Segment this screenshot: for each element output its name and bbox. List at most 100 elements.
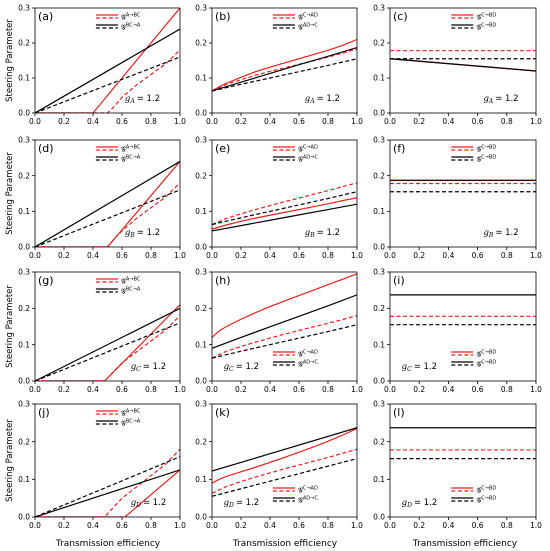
x-tick-label: 0.6: [472, 117, 484, 126]
x-tick-label: 0.2: [235, 251, 247, 260]
series-line-red-solid: [35, 8, 180, 113]
y-tick-label: 0.3: [373, 136, 385, 145]
x-tick-label: 0.0: [206, 251, 218, 260]
x-tick-label: 0.2: [58, 385, 70, 394]
panel-l: 0.0 0.2 0.4 0.6 0.8 1.0 0.0 0.1 0.2 0.3 (l) 𝒢C→BD𝒢C…: [373, 400, 542, 530]
series-line-red-solid: [35, 304, 180, 381]
x-tick-label: 0.6: [293, 385, 305, 394]
parameter-annotation: gB = 1.2: [125, 228, 160, 239]
y-tick-label: 0.3: [373, 268, 385, 277]
x-axis-label-col3: Transmission efficiency: [412, 539, 518, 549]
y-tick-label: 0.3: [195, 400, 207, 409]
y-tick-label: 0.3: [373, 400, 385, 409]
x-tick-label: 0.6: [116, 521, 128, 530]
x-tick-label: 0.4: [442, 251, 454, 260]
x-tick-label: 0.8: [322, 521, 334, 530]
x-tick-label: 0.6: [472, 385, 484, 394]
y-tick-label: 0.1: [373, 475, 385, 484]
y-tick-label: 0.2: [373, 437, 385, 446]
y-tick-label: 0.1: [373, 207, 385, 216]
series-line-red-dashed: [212, 182, 357, 226]
plot-frame: [34, 403, 181, 518]
panel-label: (h): [215, 274, 231, 287]
legend-label: 𝒢BC→A: [121, 287, 141, 296]
panel-label: (j): [38, 406, 50, 419]
x-tick-label: 0.4: [264, 251, 276, 260]
x-tick-label: 0.4: [87, 385, 99, 394]
legend-label: 𝒢A→BC: [121, 409, 141, 418]
y-tick-label: 0.2: [373, 39, 385, 48]
plot-frame: [389, 403, 537, 518]
plot-frame: [211, 7, 358, 114]
series-line-black-solid: [35, 469, 180, 517]
x-tick-label: 0.2: [58, 251, 70, 260]
y-tick-label: 0.3: [18, 136, 30, 145]
x-tick-label: 0.2: [235, 521, 247, 530]
x-tick-label: 0.6: [116, 117, 128, 126]
x-tick-label: 0.6: [293, 521, 305, 530]
series-line-black-solid: [35, 160, 180, 247]
y-tick-label: 0.1: [18, 207, 30, 216]
y-tick-label: 0.0: [18, 377, 30, 386]
panel-label: (c): [393, 10, 408, 23]
panel-g: 0.0 0.2 0.4 0.6 0.8 1.0 0.0 0.1 0.2 0.3 (g) 𝒢A→BC𝒢B…: [5, 268, 186, 394]
panel-c: 0.0 0.2 0.4 0.6 0.8 1.0 0.0 0.1 0.2 0.3 (c) 𝒢C→BD𝒢C…: [373, 4, 542, 126]
panel-a: 0.0 0.2 0.4 0.6 0.8 1.0 0.0 0.1 0.2 0.3 (a) 𝒢A→BC𝒢B…: [5, 4, 186, 126]
x-tick-label: 0.6: [472, 251, 484, 260]
x-tick-label: 0.0: [384, 251, 396, 260]
legend-label: 𝒢BC→A: [121, 419, 141, 428]
panel-e: 0.0 0.2 0.4 0.6 0.8 1.0 0.0 0.1 0.2 0.3 (e) 𝒢C→AD𝒢A…: [195, 136, 363, 260]
series-line-red-solid: [212, 427, 357, 484]
legend-label: 𝒢C→BD: [476, 155, 496, 164]
legend-label: 𝒢BC→A: [121, 23, 141, 32]
y-tick-label: 0.1: [18, 74, 30, 83]
panel-label: (i): [393, 274, 405, 287]
y-tick-label: 0.2: [18, 171, 30, 180]
parameter-annotation: gC = 1.2: [224, 362, 259, 373]
x-tick-label: 1.0: [174, 251, 186, 260]
parameter-annotation: gC = 1.2: [131, 362, 166, 373]
x-tick-label: 0.8: [501, 521, 513, 530]
panel-d: 0.0 0.2 0.4 0.6 0.8 1.0 0.0 0.1 0.2 0.3 (d) 𝒢A→BC𝒢B…: [5, 136, 186, 260]
x-tick-label: 1.0: [351, 385, 363, 394]
x-tick-label: 0.0: [206, 521, 218, 530]
x-tick-label: 0.8: [145, 385, 157, 394]
x-tick-label: 0.0: [29, 521, 41, 530]
x-tick-label: 0.4: [442, 385, 454, 394]
series-line-black-dashed: [212, 324, 357, 359]
x-tick-label: 1.0: [351, 251, 363, 260]
series-line-black-solid: [212, 203, 357, 232]
plot-frame: [34, 139, 181, 248]
x-tick-label: 1.0: [351, 117, 363, 126]
x-tick-label: 0.0: [384, 385, 396, 394]
legend-label: 𝒢AD→C: [298, 360, 318, 369]
x-tick-label: 0.8: [145, 251, 157, 260]
legend-label: 𝒢C→BD: [476, 486, 496, 495]
y-tick-label: 0.1: [195, 340, 207, 349]
panel-label: (a): [38, 10, 53, 23]
x-tick-label: 0.6: [293, 251, 305, 260]
y-tick-label: 0.2: [18, 304, 30, 313]
y-tick-label: 0.3: [373, 4, 385, 13]
plot-frame: [211, 139, 358, 248]
x-tick-label: 0.4: [87, 251, 99, 260]
y-tick-label: 0.3: [18, 268, 30, 277]
panel-label: (d): [38, 142, 54, 155]
legend-label: 𝒢C→BD: [476, 360, 496, 369]
series-line-red-solid: [212, 38, 357, 92]
legend-label: 𝒢C→BD: [476, 496, 496, 505]
panel-label: (e): [215, 142, 230, 155]
legend-label: 𝒢C→AD: [298, 350, 318, 359]
series-line-black-solid: [212, 294, 357, 349]
x-tick-label: 0.0: [206, 385, 218, 394]
y-tick-label: 0.0: [18, 109, 30, 118]
parameter-annotation: gD = 1.2: [402, 498, 438, 509]
x-tick-label: 0.0: [384, 117, 396, 126]
parameter-annotation: gA = 1.2: [125, 94, 160, 105]
legend-label: 𝒢C→BD: [476, 13, 496, 22]
series-line-red-dashed: [35, 182, 180, 247]
series-line-black-dashed: [212, 58, 357, 92]
x-tick-label: 0.2: [58, 521, 70, 530]
x-tick-label: 0.2: [413, 251, 425, 260]
